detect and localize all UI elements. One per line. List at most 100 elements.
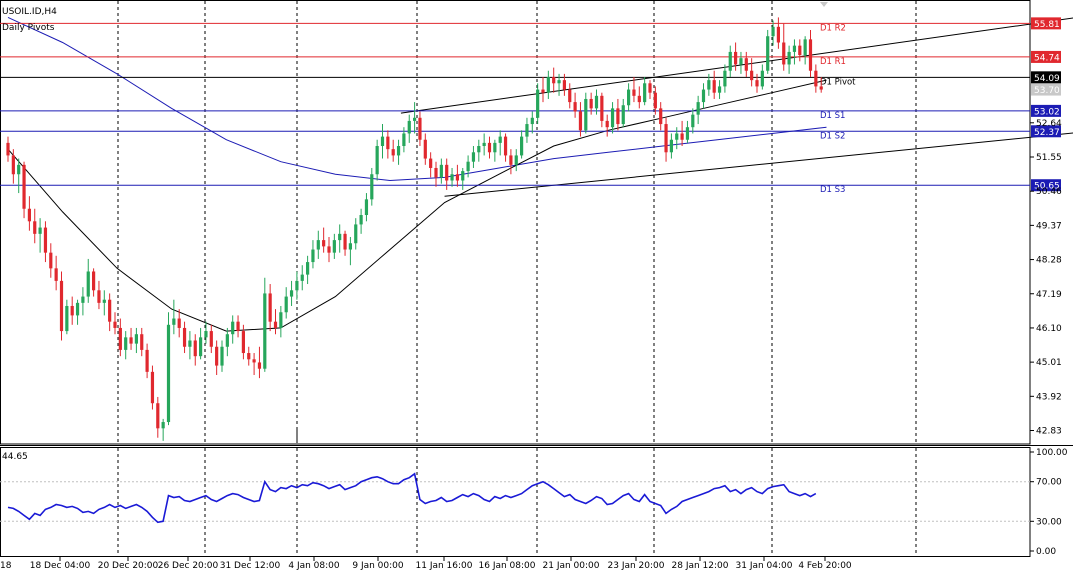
pivot-price-text: 53.02 [1034,107,1060,117]
candle-bear [322,240,326,247]
pivot-label: D1 R1 [820,57,846,67]
candle-bull [792,45,797,52]
x-tick-label: 18 Dec 04:00 [30,561,91,571]
pivot-price-tag [1031,125,1061,138]
candle-bear [653,92,657,109]
candle-bear [129,337,133,344]
pivot-label: D1 S3 [820,185,845,195]
x-tick-label: 20 Dec 20:00 [98,561,159,571]
candle-bear [241,331,245,354]
candle-bull [204,331,208,338]
candle-bear [664,124,668,153]
candle-bull [75,302,80,316]
candle-bull [225,334,229,347]
candle-bull [263,293,267,369]
candle-bull [728,51,732,71]
candle-bull [407,120,411,134]
candle-bear [209,331,213,347]
pivot-label: D1 R2 [820,23,846,33]
x-tick-label: 9 Jan 00:00 [352,561,404,571]
candle-bear [552,77,556,84]
main-plot-frame [0,0,1031,445]
candle-bull [466,161,470,172]
candle-bear [648,83,652,93]
pivot-price-text: 50.65 [1034,182,1060,192]
candle-bull [166,324,171,423]
x-tick-label: 4 Feb 20:00 [798,561,852,571]
candle-bear [43,227,48,253]
candle-bear [391,149,395,156]
candle-bear [22,164,26,209]
candle-bull [199,337,203,357]
candle-bull [627,89,631,106]
candle-bull [787,51,791,65]
pivot-price-tag [1031,104,1061,117]
candle-bear [568,89,572,103]
candle-bear [108,299,112,322]
candle-bull [525,124,529,137]
candle-bear [808,39,813,71]
candle-bull [498,136,502,143]
candle-bull [701,89,706,103]
y-tick-label: 49.37 [1036,221,1062,231]
candle-bear [257,362,262,369]
candle-bull [482,142,486,147]
candle-bear [273,321,278,328]
candle-bear [27,208,31,222]
candle-bear [118,327,122,350]
candle-bull [279,312,283,328]
candle-bull [771,26,775,37]
candle-bull [723,70,727,87]
x-tick-label-fragment: 18 [0,561,12,571]
x-tick-label: 23 Jan 20:00 [608,561,665,571]
candle-bear [578,111,583,131]
candle-bear [418,117,422,140]
pivot-price-tag [1031,50,1061,63]
current-price-tag [1031,83,1061,96]
pivot-price-tag [1031,179,1061,192]
pivot-price-tag [1031,71,1061,84]
candle-bear [177,318,181,328]
candle-bear [616,108,620,125]
pivot-label: D1 Pivot [820,77,856,87]
candle-bull [188,340,192,347]
candle-bull [348,243,352,250]
candle-bear [819,86,823,90]
candle-bull [332,240,336,253]
candle-bull [707,80,711,90]
candle-bear [386,136,390,150]
candle-bull [461,171,465,181]
candle-bear [215,346,219,366]
candle-bull [760,70,764,87]
x-tick-label: 11 Jan 16:00 [416,561,473,571]
x-tick-label: 26 Dec 20:00 [158,561,219,571]
candle-bull [530,117,534,125]
candle-bull [102,299,106,303]
candle-bear [632,89,636,96]
candle-bull [471,152,476,162]
candle-bull [685,127,690,140]
candle-bear [145,349,149,372]
candle-bull [300,274,304,281]
candle-bear [562,80,566,90]
candle-bear [140,334,144,350]
x-tick-label: 21 Jan 00:00 [543,561,600,571]
shift-marker-icon [820,2,828,7]
candle-bear [605,120,609,128]
candle-bear [503,136,508,156]
candle-bear [54,268,58,281]
candle-bear [814,70,818,87]
chart-symbol-title: USOIL.ID,H4 [2,7,57,17]
candle-bear [744,58,748,71]
candle-bull [536,89,540,118]
candle-bear [97,290,101,303]
candle-bear [113,321,117,328]
x-tick-label: 31 Dec 12:00 [220,561,281,571]
y-tick-label: 51.55 [1036,153,1062,163]
candle-bull [584,98,588,131]
candle-bull [520,136,524,156]
pivot-price-text: 54.74 [1034,53,1060,63]
candle-bull [546,77,550,93]
